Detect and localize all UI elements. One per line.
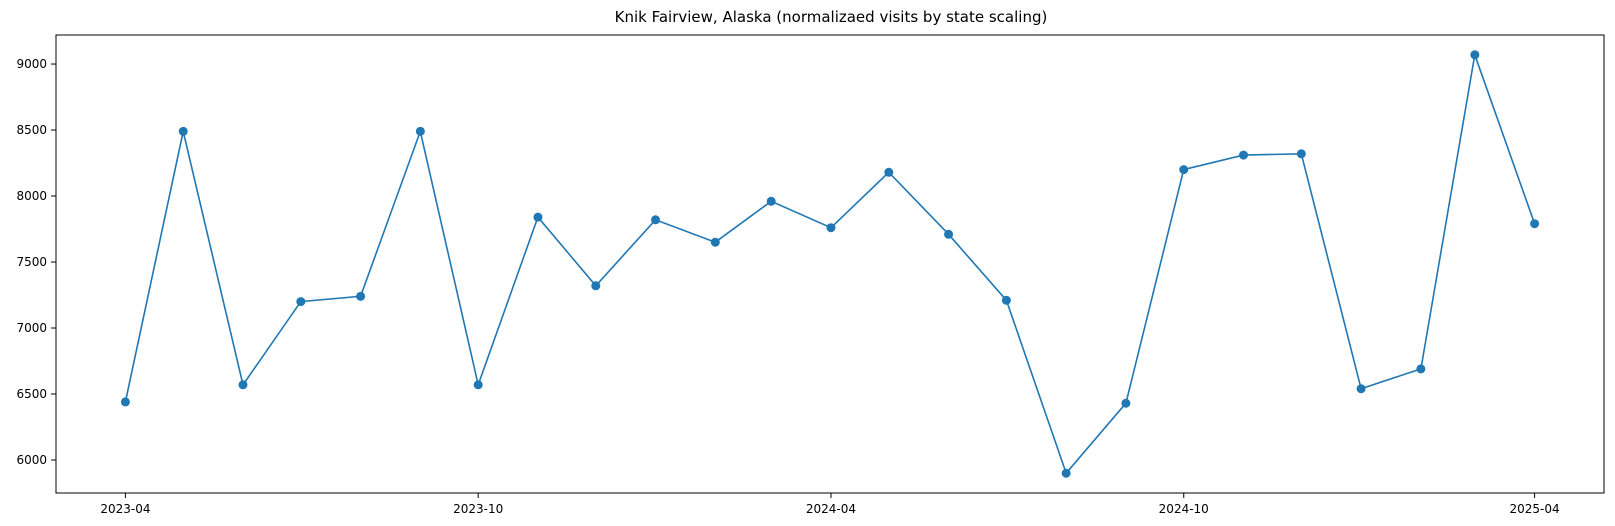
data-point	[533, 212, 543, 222]
plot-area	[55, 34, 1605, 494]
data-point	[1179, 165, 1189, 175]
data-point	[1121, 398, 1131, 408]
data-point	[473, 380, 483, 390]
data-point	[1530, 219, 1540, 229]
data-point	[1001, 295, 1011, 305]
data-point	[1296, 149, 1306, 159]
y-tick-label: 7000	[16, 321, 47, 335]
data-point	[120, 397, 130, 407]
x-tick-label: 2023-10	[453, 502, 503, 516]
chart-title: Knik Fairview, Alaska (normalizaed visit…	[615, 8, 1048, 26]
data-point	[766, 196, 776, 206]
x-tick-label: 2024-10	[1159, 502, 1209, 516]
y-tick-label: 8500	[16, 123, 47, 137]
data-point	[591, 281, 601, 291]
data-point	[178, 126, 188, 136]
x-tick-label: 2024-04	[806, 502, 856, 516]
data-point	[1416, 364, 1426, 374]
data-point	[826, 223, 836, 233]
x-tick-label: 2025-04	[1510, 502, 1560, 516]
data-point	[238, 380, 248, 390]
x-axis: 2023-04 2023-10 2024-04 2024-10 2025-04	[100, 493, 1560, 516]
data-point	[1470, 50, 1480, 60]
plot-frame	[55, 34, 1605, 494]
data-point	[1239, 150, 1249, 160]
data-point	[710, 237, 720, 247]
data-point	[1061, 468, 1071, 478]
y-tick-label: 8000	[16, 189, 47, 203]
data-point	[415, 126, 425, 136]
y-tick-label: 9000	[16, 57, 47, 71]
data-point	[1356, 384, 1366, 394]
y-axis: 6000 6500 7000 7500 8000 8500 9000	[16, 57, 56, 467]
data-point	[651, 215, 661, 225]
y-tick-label: 6500	[16, 387, 47, 401]
data-point	[944, 229, 954, 239]
data-point	[356, 291, 366, 301]
data-point	[884, 167, 894, 177]
series-layer	[120, 50, 1540, 478]
series-line	[124, 51, 1536, 475]
x-tick-label: 2023-04	[100, 502, 150, 516]
y-tick-label: 7500	[16, 255, 47, 269]
y-tick-label: 6000	[16, 453, 47, 467]
data-point	[296, 297, 306, 307]
